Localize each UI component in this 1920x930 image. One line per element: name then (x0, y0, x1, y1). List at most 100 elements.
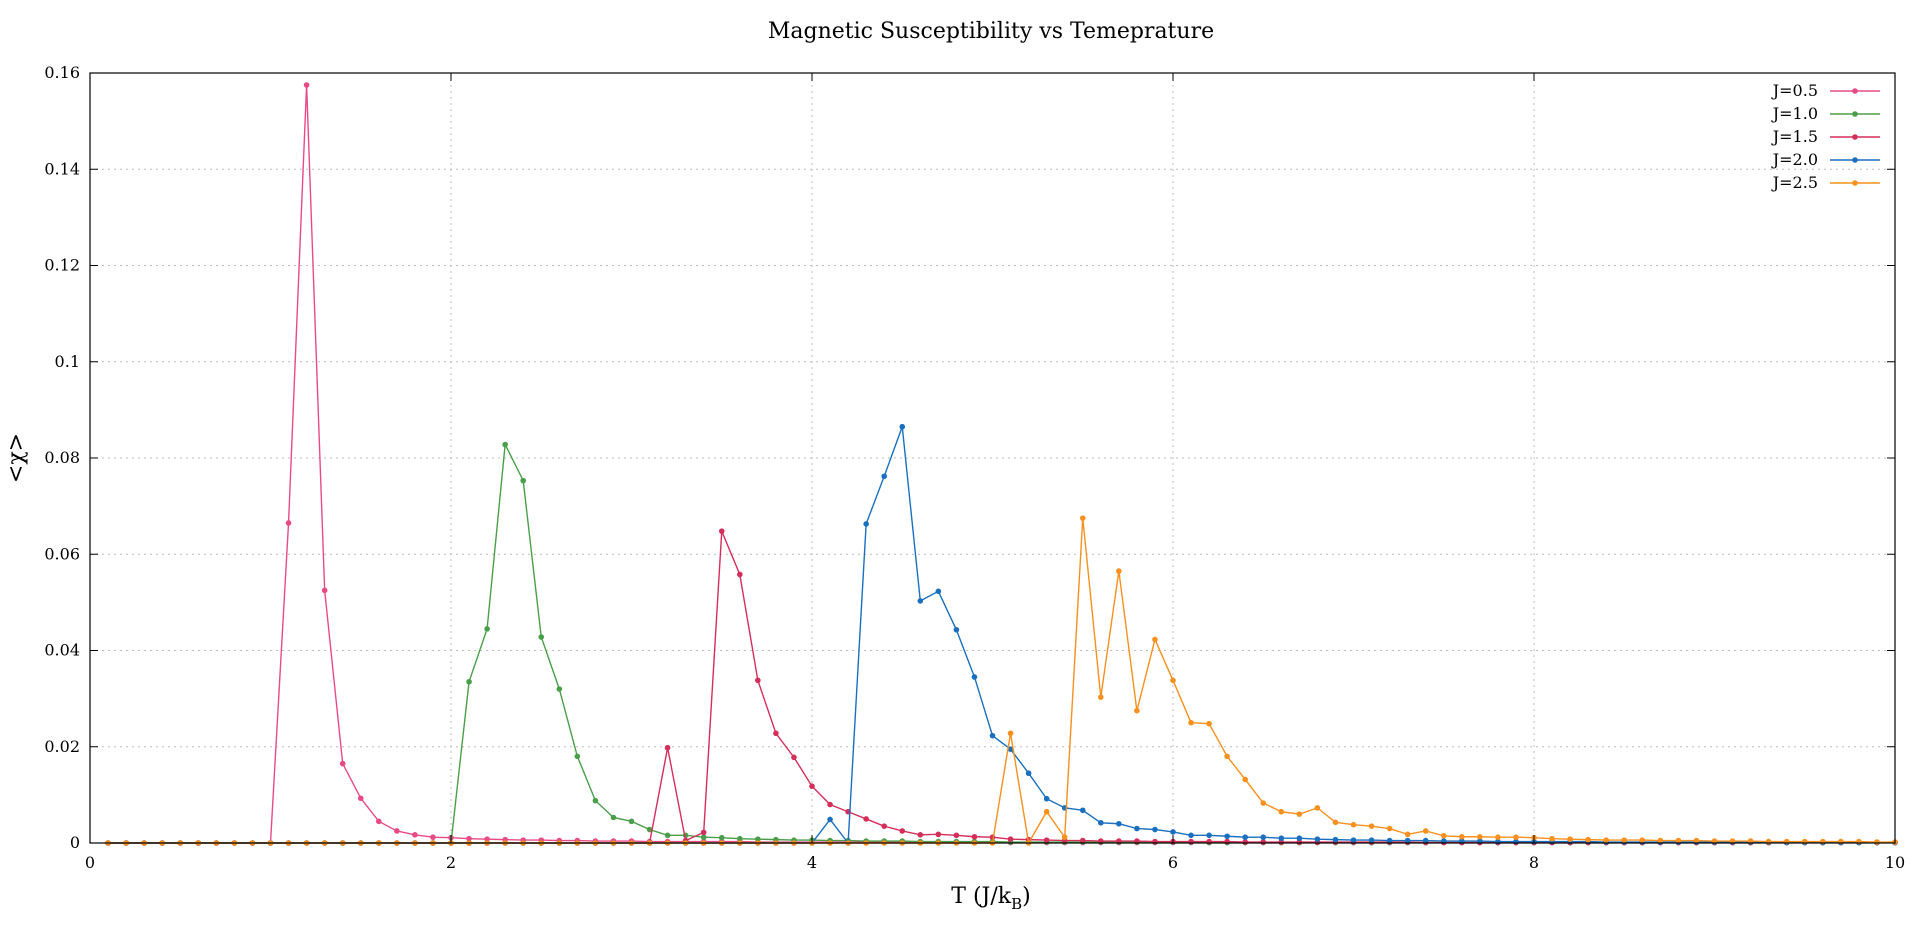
data-point (1603, 837, 1609, 843)
data-point (1639, 837, 1646, 843)
data-point (1278, 808, 1285, 815)
data-point (556, 686, 563, 692)
data-point (520, 477, 526, 484)
data-point (809, 783, 815, 790)
grid (90, 73, 1895, 843)
data-point (827, 801, 833, 808)
data-point (1098, 819, 1104, 826)
y-tick-label: 0.12 (44, 256, 80, 275)
data-point (1242, 776, 1248, 783)
data-point (1549, 835, 1555, 842)
data-point (718, 528, 725, 534)
data-point (1152, 636, 1158, 643)
data-point (1007, 836, 1014, 842)
data-point (917, 598, 924, 604)
legend-marker (1852, 88, 1858, 94)
series-line (108, 85, 1895, 844)
legend-label: J=0.5 (1771, 81, 1818, 100)
data-point (1585, 836, 1591, 843)
data-point (1206, 832, 1212, 839)
data-point (953, 627, 960, 633)
data-point (303, 82, 310, 88)
data-point (1260, 834, 1267, 841)
x-axis-label-subscript: B (1011, 895, 1022, 913)
data-point (592, 797, 599, 804)
y-tick-label: 0 (70, 833, 80, 852)
legend: J=0.5 J=1.0 J=1.5 J=2.0 J=2.5 (1771, 81, 1880, 192)
legend-marker (1852, 134, 1858, 140)
data-point (1025, 770, 1032, 777)
data-point (430, 834, 436, 841)
axis-ticks: 0 2 4 6 8 10 0 0.02 0.04 0.06 0.08 0.1 0.12 0.14 0.16 (44, 63, 1905, 872)
data-point (321, 587, 328, 594)
data-point (1350, 837, 1357, 843)
data-point (1422, 837, 1429, 844)
data-point (917, 832, 924, 838)
data-point (1116, 820, 1122, 827)
data-point (1188, 719, 1194, 726)
series-J=0.5 (105, 82, 1898, 846)
data-point (700, 834, 707, 841)
legend-marker (1852, 157, 1858, 163)
data-point (1079, 837, 1086, 844)
data-point (1657, 837, 1664, 844)
data-point (1675, 837, 1682, 844)
data-point (755, 677, 761, 684)
data-point (484, 836, 490, 842)
data-point (989, 732, 996, 739)
chart-title: Magnetic Susceptibility vs Temeprature (768, 19, 1214, 44)
data-point (971, 833, 978, 840)
data-point (1043, 837, 1050, 843)
data-point (376, 818, 382, 825)
data-point (773, 730, 779, 737)
data-point (1440, 832, 1447, 839)
data-point (935, 831, 942, 838)
data-point (863, 816, 869, 822)
data-point (718, 834, 725, 841)
data-point (664, 832, 671, 839)
data-point (1278, 835, 1285, 841)
data-point (628, 818, 635, 825)
data-point (1170, 677, 1176, 684)
series-J=2.0 (105, 423, 1898, 846)
y-tick-label: 0.04 (44, 641, 80, 660)
data-point (791, 754, 797, 761)
data-point (1314, 805, 1321, 811)
x-axis-label-close: ) (1022, 884, 1031, 909)
data-point (664, 744, 671, 751)
data-point (971, 674, 978, 680)
y-tick-label: 0.06 (44, 544, 80, 563)
data-point (357, 795, 364, 802)
data-point (755, 836, 761, 842)
x-axis-label: T (J/kB) (951, 884, 1030, 913)
data-point (1134, 825, 1140, 832)
data-point (610, 814, 617, 821)
data-point (1874, 839, 1880, 845)
data-point (1134, 707, 1140, 714)
data-point (574, 753, 581, 760)
series-line (108, 518, 1895, 846)
data-point (502, 441, 508, 448)
data-point (412, 832, 418, 838)
data-point (1224, 833, 1230, 840)
data-point (646, 826, 653, 833)
data-point (1368, 823, 1375, 829)
x-axis-label-main: T (J/k (951, 884, 1011, 909)
data-point (881, 473, 887, 480)
data-point (1242, 839, 1248, 845)
data-point (1079, 807, 1086, 814)
series-line (108, 530, 1895, 844)
data-point (1260, 800, 1267, 806)
data-point (1368, 837, 1375, 843)
legend-label: J=2.5 (1771, 173, 1818, 192)
series-line (108, 442, 1895, 844)
data-point (953, 832, 960, 839)
data-point (935, 588, 942, 595)
series-J=2.5 (105, 515, 1898, 846)
data-point (700, 829, 707, 836)
data-point (1188, 832, 1194, 839)
y-tick-label: 0.02 (44, 737, 80, 756)
legend-marker (1852, 111, 1858, 117)
data-point (1206, 720, 1212, 727)
